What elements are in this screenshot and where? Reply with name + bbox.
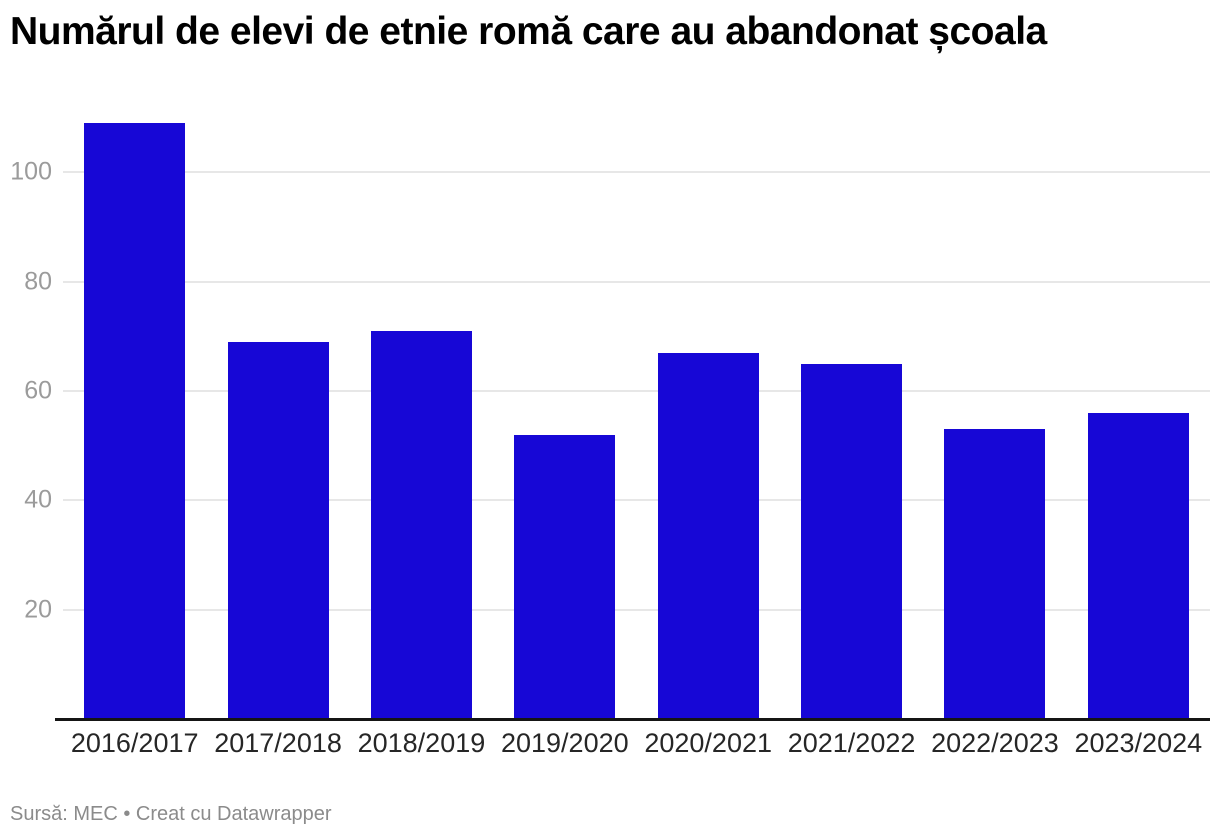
x-tick-label-2016/2017: 2016/2017: [70, 728, 199, 758]
x-tick-label-2017/2018: 2017/2018: [214, 728, 342, 758]
y-tick-label-40: 40: [24, 485, 52, 514]
x-tick-label-2020/2021: 2020/2021: [644, 728, 772, 758]
bar-2016/2017[interactable]: [84, 122, 186, 719]
x-tick-label-2023/2024: 2023/2024: [1074, 728, 1203, 758]
y-tick-label-20: 20: [24, 595, 52, 624]
y-axis: 20 40 60 80 100: [0, 112, 52, 719]
gridline-100: [63, 171, 1210, 174]
chart-title: Numărul de elevi de etnie romă care au a…: [10, 10, 1047, 53]
x-tick-label-2021/2022: 2021/2022: [787, 728, 916, 758]
x-tick-label-2019/2020: 2019/2020: [500, 728, 629, 758]
y-tick-label-60: 60: [24, 376, 52, 405]
bar-2021/2022[interactable]: [801, 363, 903, 719]
bar-2022/2023[interactable]: [944, 429, 1046, 719]
x-tick-label-2022/2023: 2022/2023: [931, 728, 1059, 758]
gridline-80: [63, 280, 1210, 283]
gridline-60: [63, 389, 1210, 392]
x-tick-label-2018/2019: 2018/2019: [357, 728, 486, 758]
bar-2019/2020[interactable]: [514, 434, 616, 719]
gridline-20: [63, 608, 1210, 611]
bar-2020/2021[interactable]: [657, 352, 759, 719]
bar-2018/2019[interactable]: [370, 330, 472, 719]
y-tick-label-100: 100: [10, 157, 52, 186]
x-axis: 2016/2017 2017/2018 2018/2019 2019/2020 2020…: [63, 728, 1210, 762]
source-note: Sursă: MEC • Creat cu Datawrapper: [10, 803, 332, 825]
y-tick-label-80: 80: [24, 267, 52, 296]
bar-2017/2018[interactable]: [227, 341, 329, 719]
gridline-40: [63, 499, 1210, 502]
x-axis-line: [55, 717, 1210, 721]
bar-2023/2024[interactable]: [1087, 412, 1189, 719]
plot-area: [55, 112, 1210, 721]
